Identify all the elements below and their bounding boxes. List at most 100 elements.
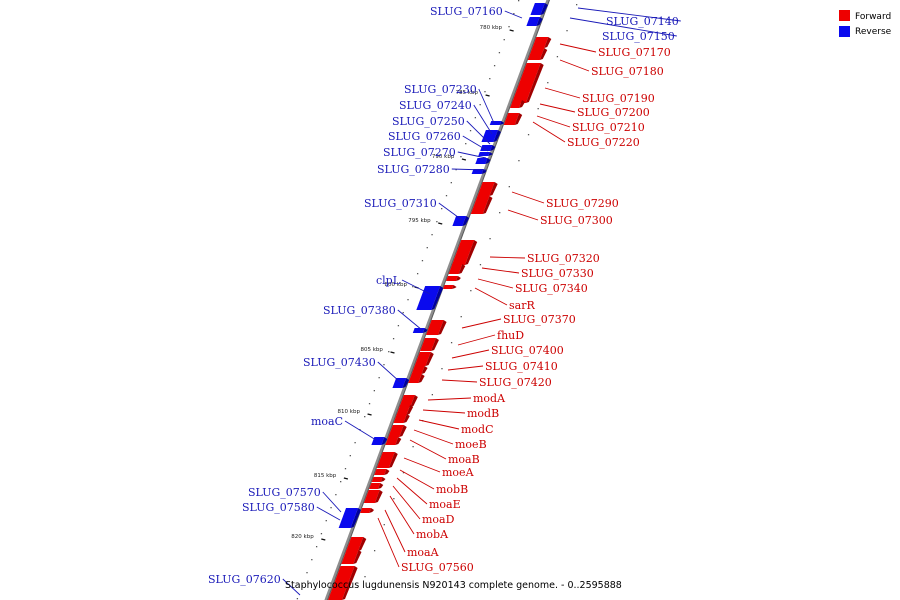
forward-gene-label[interactable]: SLUG_07220 bbox=[532, 121, 640, 149]
reverse-gene-label[interactable]: SLUG_07580 bbox=[242, 501, 341, 521]
gene-block bbox=[338, 508, 359, 528]
minor-tick bbox=[518, 0, 520, 2]
reverse-gene-feature bbox=[416, 286, 444, 310]
gene-block-shade bbox=[395, 437, 402, 445]
forward-gene-label[interactable]: SLUG_07190 bbox=[544, 87, 655, 105]
forward-gene-label[interactable]: moaE bbox=[396, 477, 461, 511]
forward-gene-label[interactable]: moaD bbox=[392, 485, 455, 526]
gene-name: sarR bbox=[509, 299, 535, 312]
forward-gene-label[interactable]: SLUG_07420 bbox=[441, 376, 552, 389]
gene-block bbox=[341, 550, 359, 564]
forward-gene-label[interactable]: SLUG_07210 bbox=[536, 115, 645, 134]
minor-tick bbox=[393, 498, 395, 500]
gene-block-shade bbox=[499, 121, 505, 125]
genome-caption: Staphylococcus lugdunensis N920143 compl… bbox=[285, 580, 622, 591]
gene-block bbox=[369, 483, 381, 489]
gene-block-shade bbox=[380, 477, 386, 482]
gene-block-shade bbox=[369, 508, 375, 513]
forward-gene-label[interactable]: SLUG_07340 bbox=[477, 278, 588, 295]
forward-gene-feature bbox=[363, 490, 383, 503]
forward-gene-feature bbox=[503, 113, 523, 125]
reverse-gene-label[interactable]: SLUG_07310 bbox=[364, 197, 463, 221]
leader-line bbox=[539, 103, 576, 113]
gene-block-shade bbox=[489, 182, 498, 196]
leader-line bbox=[544, 87, 581, 99]
forward-gene-label[interactable]: moeA bbox=[403, 457, 475, 479]
gene-name: modC bbox=[461, 423, 494, 436]
kbp-tick-mark bbox=[438, 222, 443, 225]
reverse-gene-label[interactable]: clpL bbox=[376, 274, 431, 295]
forward-gene-label[interactable]: SLUG_07330 bbox=[481, 267, 594, 280]
forward-gene-label[interactable]: moeB bbox=[413, 429, 487, 451]
forward-gene-label[interactable]: sarR bbox=[474, 287, 535, 312]
forward-gene-label[interactable]: modB bbox=[422, 407, 499, 420]
forward-gene-label[interactable]: SLUG_07180 bbox=[559, 59, 664, 78]
reverse-gene-label[interactable]: SLUG_07150 bbox=[569, 17, 677, 43]
forward-gene-label[interactable]: SLUG_07560 bbox=[377, 517, 474, 574]
gene-block-shade bbox=[462, 216, 470, 226]
reverse-gene-label[interactable]: SLUG_07250 bbox=[392, 115, 491, 145]
forward-gene-label[interactable]: SLUG_07300 bbox=[507, 209, 613, 227]
forward-gene-label[interactable]: mobA bbox=[389, 495, 449, 541]
gene-name: moaA bbox=[407, 546, 440, 559]
gene-name: SLUG_07270 bbox=[383, 146, 456, 159]
reverse-gene-label[interactable]: SLUG_07620 bbox=[208, 573, 301, 596]
gene-block-shade bbox=[406, 405, 414, 415]
forward-gene-label[interactable]: modC bbox=[418, 419, 494, 436]
gene-block bbox=[470, 196, 490, 214]
leader-line bbox=[344, 420, 377, 441]
gene-block bbox=[451, 240, 475, 265]
reverse-gene-label[interactable]: moaC bbox=[311, 415, 377, 441]
leader-line bbox=[569, 17, 677, 37]
reverse-gene-label[interactable]: SLUG_07570 bbox=[248, 486, 342, 513]
gene-block-shade bbox=[438, 320, 447, 335]
forward-gene-feature bbox=[411, 366, 428, 374]
forward-gene-label[interactable]: mobB bbox=[399, 469, 468, 496]
forward-gene-feature bbox=[527, 48, 548, 60]
gene-label-layer: SLUG_07160 SLUG_07140 SLUG_07150 SLUG_07230… bbox=[208, 5, 681, 596]
gene-name: SLUG_07580 bbox=[242, 501, 315, 514]
gene-block-shade bbox=[544, 37, 552, 48]
leader-line bbox=[559, 59, 590, 72]
forward-gene-label[interactable]: SLUG_07170 bbox=[559, 43, 671, 59]
reverse-gene-label[interactable]: SLUG_07230 bbox=[404, 83, 495, 124]
reverse-gene-label[interactable]: SLUG_07430 bbox=[303, 356, 401, 383]
forward-gene-label[interactable]: SLUG_07290 bbox=[511, 191, 619, 210]
leader-line bbox=[409, 439, 447, 460]
forward-gene-label[interactable]: SLUG_07200 bbox=[539, 103, 650, 119]
legend: Forward Reverse bbox=[839, 10, 892, 37]
gene-name: SLUG_07190 bbox=[582, 92, 655, 105]
reverse-gene-feature bbox=[392, 378, 410, 388]
forward-gene-label[interactable]: moaA bbox=[384, 509, 440, 559]
forward-gene-label[interactable]: SLUG_07400 bbox=[451, 344, 564, 359]
gene-block bbox=[426, 320, 444, 335]
gene-name: SLUG_07240 bbox=[399, 99, 472, 112]
forward-gene-label[interactable]: SLUG_07320 bbox=[489, 252, 600, 265]
forward-gene-label[interactable]: SLUG_07370 bbox=[461, 313, 576, 329]
minor-tick bbox=[383, 524, 385, 526]
reverse-gene-label[interactable]: SLUG_07260 bbox=[388, 130, 489, 152]
forward-gene-label[interactable]: modA bbox=[427, 392, 506, 405]
reverse-gene-label[interactable]: SLUG_07140 bbox=[577, 7, 681, 28]
gene-name: moeA bbox=[442, 466, 475, 479]
gene-name: SLUG_07320 bbox=[527, 252, 600, 265]
minor-tick bbox=[325, 520, 327, 522]
forward-gene-label[interactable]: fhuD bbox=[457, 329, 524, 346]
minor-tick bbox=[368, 403, 371, 405]
forward-gene-label[interactable]: moaB bbox=[409, 439, 480, 466]
gene-name: SLUG_07420 bbox=[479, 376, 552, 389]
gene-name: SLUG_07220 bbox=[567, 136, 640, 149]
gene-name: clpL bbox=[376, 274, 401, 287]
reverse-gene-label[interactable]: SLUG_07240 bbox=[399, 99, 493, 135]
gene-name: modA bbox=[473, 392, 506, 405]
gene-block bbox=[412, 328, 425, 333]
kbp-tick-mark bbox=[343, 477, 349, 480]
reverse-gene-label[interactable]: SLUG_07160 bbox=[430, 5, 523, 19]
minor-tick bbox=[489, 238, 491, 240]
leader-line bbox=[418, 419, 460, 430]
reverse-gene-label[interactable]: SLUG_07380 bbox=[323, 304, 423, 331]
forward-gene-label[interactable]: SLUG_07410 bbox=[447, 360, 558, 373]
reverse-gene-label[interactable]: SLUG_07270 bbox=[383, 146, 487, 159]
reverse-gene-label[interactable]: SLUG_07280 bbox=[377, 163, 487, 176]
reverse-gene-feature bbox=[489, 121, 505, 125]
